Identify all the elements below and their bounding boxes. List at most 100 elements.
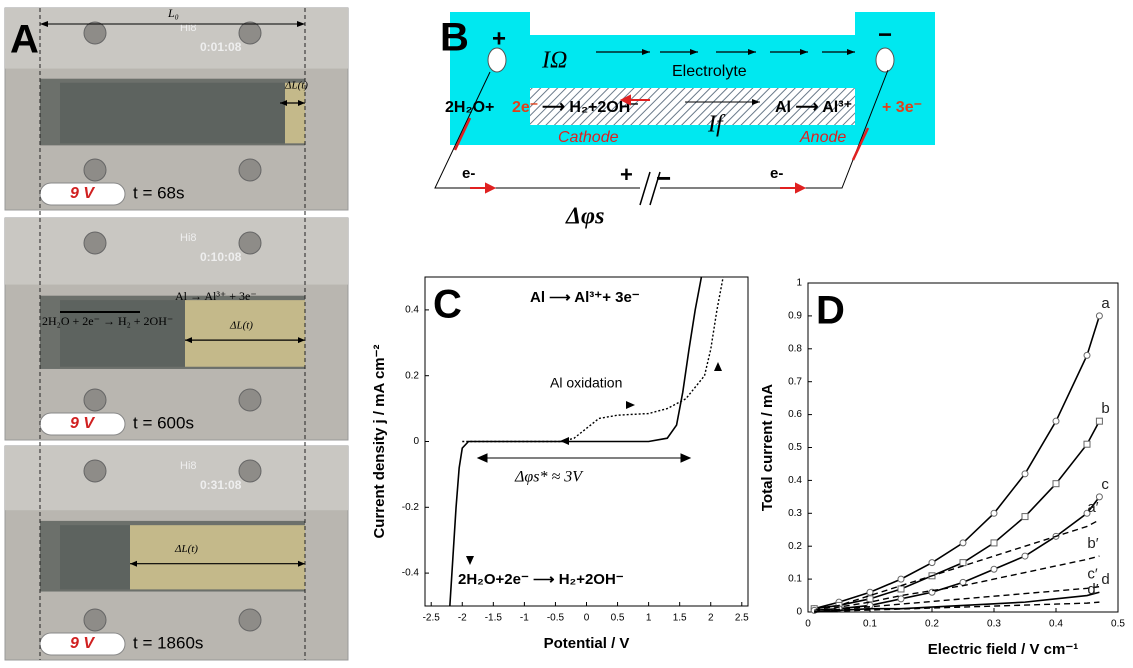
photo-top <box>5 8 348 69</box>
y-tick-label: -0.2 <box>402 502 420 513</box>
reverse-arrow <box>619 94 650 106</box>
cathode-zone <box>60 300 185 367</box>
voltage-label: 9 V <box>70 635 95 652</box>
camera-label: Hi8 <box>180 232 197 244</box>
y-tick-label: 0.6 <box>788 409 802 420</box>
y-tick-label: 0 <box>796 607 802 618</box>
reaction: Al → Al³⁺ + 3e⁻ <box>175 289 257 303</box>
electrode <box>530 88 855 125</box>
marker <box>1083 509 1091 517</box>
x-tick-label: 0 <box>584 613 590 624</box>
anode-zone <box>285 82 305 144</box>
screw <box>238 388 262 412</box>
data-line <box>814 420 1101 610</box>
y-tick-label: 0.8 <box>788 343 802 354</box>
delta-label: ΔL(t) <box>284 80 308 92</box>
marker <box>1095 417 1103 425</box>
photo-top <box>5 446 348 511</box>
circuit <box>434 69 889 189</box>
terminal <box>875 47 895 73</box>
cathode-zone <box>60 82 285 144</box>
electron-label: e- <box>462 165 475 182</box>
marker <box>1095 312 1103 320</box>
marker <box>1021 470 1029 478</box>
marker <box>1095 493 1103 501</box>
x-tick-label: 0 <box>805 619 811 630</box>
electron-label: e- <box>770 165 783 182</box>
marker <box>1083 351 1091 359</box>
time-label: t = 600s <box>133 413 194 432</box>
panel-label: C <box>433 283 462 327</box>
arrowhead <box>800 49 808 55</box>
screw <box>238 21 262 45</box>
x-tick-label: -1 <box>520 613 529 624</box>
y-tick-label: -0.4 <box>402 568 420 579</box>
electron-flow <box>453 117 472 151</box>
electrolyte-label: Electrolyte <box>672 63 747 80</box>
delta-label: ΔL(t) <box>174 543 198 555</box>
x-tick-label: 1.5 <box>673 613 687 624</box>
x-tick-label: 1 <box>646 613 652 624</box>
marker <box>1021 552 1029 560</box>
annotation: 2H₂O+2e⁻ ⟶ H₂+2OH⁻ <box>458 571 624 588</box>
anode-zone <box>130 525 305 590</box>
arrowhead <box>280 100 305 106</box>
y-tick-label: 0.2 <box>405 370 419 381</box>
marker <box>866 588 874 596</box>
arrowhead <box>847 49 855 55</box>
marker <box>897 595 905 603</box>
arrowhead <box>642 49 650 55</box>
screw <box>83 608 107 632</box>
anode-zone <box>185 300 305 367</box>
marker <box>959 559 967 567</box>
marker <box>928 559 936 567</box>
marker <box>1052 417 1060 425</box>
reaction-electron: + 3e⁻ <box>882 99 922 116</box>
marker <box>959 539 967 547</box>
marker <box>990 565 998 573</box>
x-tick-label: 0.2 <box>925 619 939 630</box>
annotation: Al ⟶ Al³⁺+ 3e⁻ <box>530 289 640 306</box>
electron-flow <box>851 127 870 161</box>
marker <box>990 509 998 517</box>
annotation: Al oxidation <box>550 375 622 391</box>
reaction-electron: 2e⁻ <box>512 99 538 116</box>
series-label: a′ <box>1087 499 1098 516</box>
screw <box>83 231 107 255</box>
screw <box>238 231 262 255</box>
screw <box>83 21 107 45</box>
screw <box>238 158 262 182</box>
marker <box>897 585 905 593</box>
x-tick-label: -1.5 <box>485 613 503 624</box>
marker <box>897 575 905 583</box>
camera-label: Hi8 <box>180 460 197 472</box>
electrode-label: Anode <box>799 129 846 146</box>
time-label: t = 68s <box>133 183 185 202</box>
screw <box>83 459 107 483</box>
potential-label: Δφs <box>565 204 604 230</box>
data-line <box>814 585 1100 613</box>
data-line <box>814 496 1101 612</box>
series-label: b′ <box>1087 535 1098 552</box>
y-tick-label: 0.5 <box>788 442 802 453</box>
arrowhead <box>752 99 760 105</box>
x-tick-label: -0.5 <box>547 613 565 624</box>
electrode-label: Cathode <box>558 129 619 146</box>
data-line <box>449 276 703 607</box>
x-tick-label: -2.5 <box>423 613 441 624</box>
arrowhead <box>748 49 756 55</box>
battery-sign: − <box>656 163 671 193</box>
clock-label: 0:01:08 <box>200 40 242 54</box>
annotation: Δφs* ≈ 3V <box>514 469 584 486</box>
y-tick-label: 0.2 <box>788 541 802 552</box>
x-tick-label: 0.4 <box>1049 619 1063 630</box>
x-tick-label: 2.5 <box>735 613 749 624</box>
x-tick-label: 0.3 <box>987 619 1001 630</box>
x-axis-label: Potential / V <box>544 635 630 652</box>
battery <box>639 171 661 206</box>
current-label: IΩ <box>541 48 567 74</box>
data-line <box>814 601 1100 613</box>
y-tick-label: 0.9 <box>788 311 802 322</box>
marker <box>959 578 967 586</box>
